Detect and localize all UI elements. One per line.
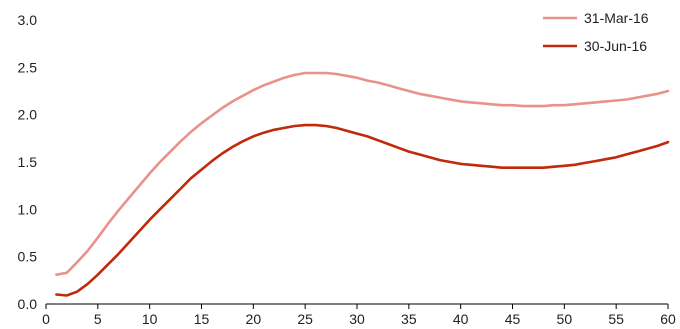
x-tick-label: 25 (297, 311, 313, 327)
y-tick-label: 0.0 (18, 296, 38, 312)
x-tick-label: 30 (349, 311, 365, 327)
y-tick-label: 0.5 (18, 249, 38, 265)
legend-label: 30-Jun-16 (584, 38, 647, 54)
x-tick-label: 40 (453, 311, 469, 327)
x-tick-label: 50 (557, 311, 573, 327)
y-tick-label: 2.5 (18, 59, 38, 75)
y-tick-label: 1.5 (18, 154, 38, 170)
x-tick-label: 20 (246, 311, 262, 327)
y-tick-label: 1.0 (18, 201, 38, 217)
series-line-2 (55, 123, 670, 297)
y-tick-label: 2.0 (18, 107, 38, 123)
x-tick-label: 5 (94, 311, 102, 327)
x-tick-label: 55 (608, 311, 624, 327)
series-line-1 (55, 71, 670, 276)
x-tick-label: 0 (42, 311, 50, 327)
x-tick-label: 10 (142, 311, 158, 327)
x-tick-label: 15 (194, 311, 210, 327)
y-tick-label: 3.0 (18, 12, 38, 28)
legend: 31-Mar-16 30-Jun-16 (543, 10, 649, 54)
axes: 0 5 10 15 20 25 30 35 40 45 50 55 60 0.0 0.5 1.0 1.5 2.0 2… (18, 12, 676, 327)
series-lines (55, 71, 670, 297)
x-tick-label: 35 (401, 311, 417, 327)
x-tick-label: 60 (660, 311, 676, 327)
legend-label: 31-Mar-16 (584, 10, 649, 26)
x-tick-label: 45 (505, 311, 521, 327)
